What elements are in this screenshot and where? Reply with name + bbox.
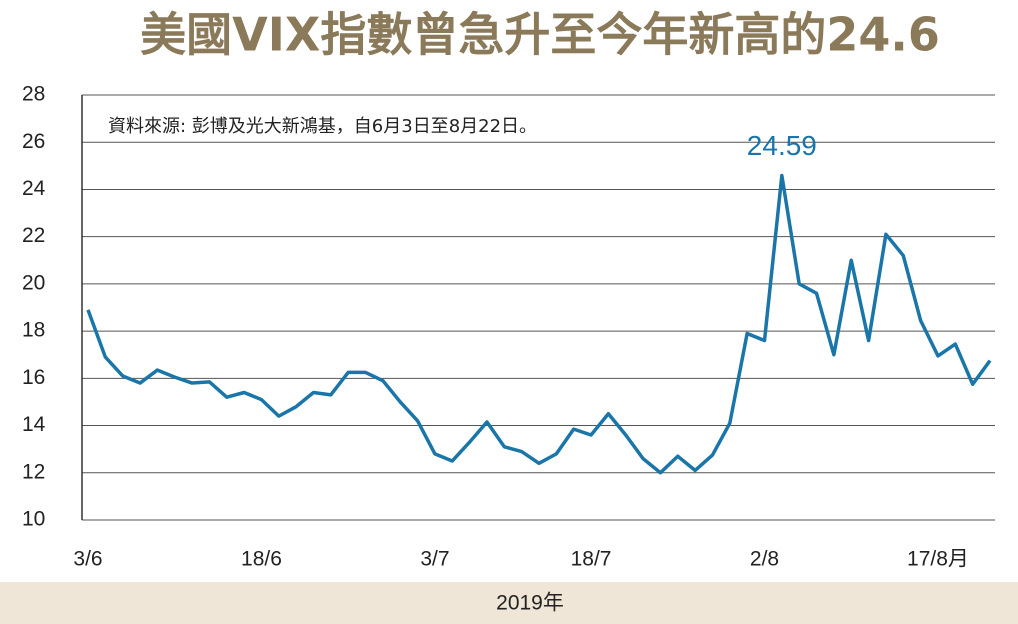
y-tick-label: 22 bbox=[22, 224, 45, 247]
x-tick-label: 3/7 bbox=[420, 548, 449, 571]
y-tick-label: 14 bbox=[22, 413, 46, 436]
y-tick-label: 12 bbox=[22, 460, 45, 483]
peak-annotation: 24.59 bbox=[747, 130, 817, 161]
chart-title: 美國VIX指數曾急升至今年新高的24.6 bbox=[140, 8, 940, 62]
y-tick-label: 26 bbox=[22, 130, 45, 153]
x-tick-label: 2/8 bbox=[750, 548, 779, 571]
x-tick-label: 18/6 bbox=[241, 548, 282, 571]
y-tick-label: 18 bbox=[22, 319, 45, 342]
x-tick-label: 17/8月 bbox=[907, 548, 969, 571]
x-axis-label: 2019年 bbox=[496, 592, 564, 615]
y-tick-label: 16 bbox=[22, 366, 45, 389]
data-line bbox=[86, 173, 992, 475]
x-tick-label: 3/6 bbox=[73, 548, 102, 571]
x-tick-label: 18/7 bbox=[571, 548, 612, 571]
y-tick-label: 10 bbox=[22, 508, 45, 531]
y-tick-label: 24 bbox=[22, 177, 46, 200]
y-tick-label: 28 bbox=[22, 83, 45, 106]
x-label-band bbox=[0, 582, 1018, 624]
source-note: 資料來源: 彭博及光大新鴻基，自6月3日至8月22日。 bbox=[108, 116, 537, 137]
y-tick-label: 20 bbox=[22, 271, 45, 294]
